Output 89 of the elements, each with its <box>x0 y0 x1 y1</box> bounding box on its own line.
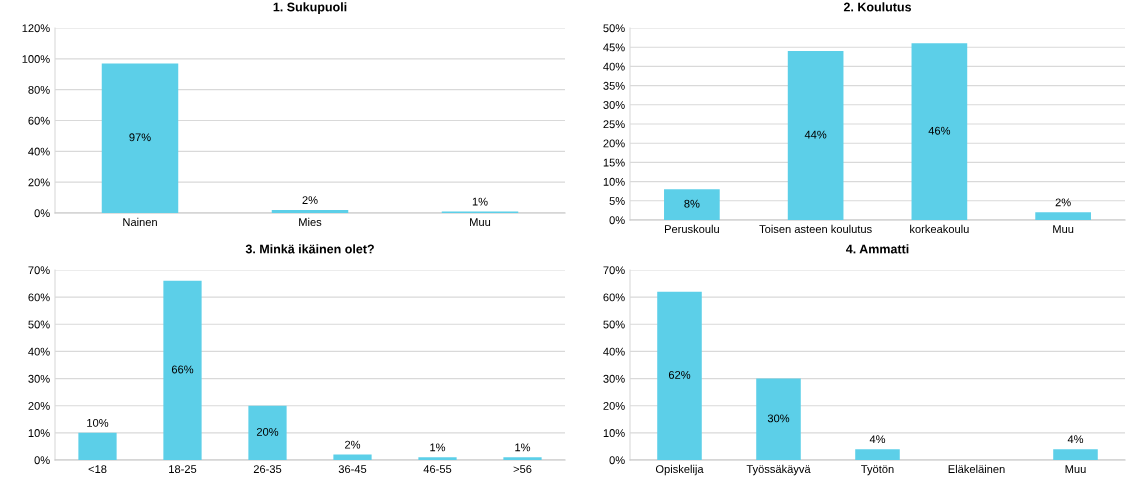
data-label: 2% <box>302 196 318 204</box>
chart-title: 3. Minkä ikäinen olet? <box>245 244 374 254</box>
y-tick-label: 100% <box>22 55 50 63</box>
x-tick-label: Työtön <box>861 465 894 476</box>
x-tick-label: Muu <box>470 218 491 227</box>
bar <box>503 457 542 460</box>
data-label: 1% <box>430 443 446 452</box>
bar <box>271 209 349 213</box>
y-tick-label: 20% <box>28 178 50 187</box>
x-tick-label: Muu <box>1053 225 1074 234</box>
y-tick-label: 0% <box>34 456 50 465</box>
y-tick-label: 40% <box>603 62 625 71</box>
x-tick-label: Työssäkäyvä <box>746 464 811 476</box>
bar <box>333 454 372 460</box>
data-label: 10% <box>87 418 109 427</box>
y-tick-label: 50% <box>603 320 625 329</box>
data-label: 20% <box>256 427 279 436</box>
bar <box>163 280 202 460</box>
y-tick-label: 50% <box>28 320 50 329</box>
data-label: 2% <box>345 440 361 449</box>
bar <box>101 63 179 213</box>
x-tick-label: Eläkeläinen <box>948 464 1005 474</box>
data-label: 44% <box>804 130 827 139</box>
data-label: 4% <box>1067 435 1084 444</box>
data-label: 2% <box>1055 198 1071 207</box>
y-tick-label: 35% <box>603 81 625 90</box>
data-label: 97% <box>129 133 151 142</box>
y-tick-label: 50% <box>603 24 625 33</box>
bar <box>787 51 844 220</box>
bar <box>657 291 702 460</box>
y-tick-label: 5% <box>609 197 625 205</box>
bar <box>855 449 900 460</box>
y-tick-label: 10% <box>603 177 625 186</box>
data-label: 1% <box>515 443 531 452</box>
chart-title: 2. Koulutus <box>843 2 912 12</box>
data-label: 46% <box>928 126 951 135</box>
bar <box>1035 212 1091 220</box>
y-tick-label: 20% <box>603 139 625 148</box>
y-tick-label: 0% <box>609 216 625 225</box>
y-tick-label: 40% <box>28 347 50 356</box>
data-label: 4% <box>869 435 886 444</box>
chart-title: 4. Ammatti <box>845 244 909 254</box>
chart-title: 1. Sukupuoli <box>273 2 347 14</box>
y-tick-label: 30% <box>28 374 50 383</box>
bar <box>756 378 801 460</box>
y-tick-label: 10% <box>28 429 50 437</box>
y-tick-label: 30% <box>603 101 625 109</box>
y-tick-label: 80% <box>28 85 50 94</box>
y-tick-label: 70% <box>28 266 50 275</box>
bar <box>911 43 968 220</box>
x-tick-label: Opiskelija <box>655 464 704 476</box>
x-tick-label: korkeakoulu <box>910 224 969 234</box>
bar <box>1053 449 1098 460</box>
x-tick-label: Muu <box>1065 465 1086 474</box>
x-tick-label: Nainen <box>123 217 157 227</box>
bar <box>418 457 457 460</box>
x-tick-label: Peruskoulu <box>664 224 719 234</box>
y-tick-label: 20% <box>28 401 50 410</box>
y-tick-label: 70% <box>603 266 625 275</box>
y-tick-label: 45% <box>603 43 625 52</box>
y-tick-label: 30% <box>603 374 625 383</box>
y-tick-label: 25% <box>603 120 625 129</box>
y-tick-label: 60% <box>28 116 50 125</box>
data-label: 30% <box>767 414 790 423</box>
x-tick-label: >56 <box>513 465 532 474</box>
x-tick-label: 46-55 <box>423 465 452 474</box>
data-label: 62% <box>668 370 691 379</box>
y-tick-label: 15% <box>603 158 625 167</box>
data-label: 8% <box>684 199 700 208</box>
y-tick-label: 120% <box>22 24 50 33</box>
x-tick-label: 36-45 <box>338 465 367 474</box>
x-tick-label: <18 <box>88 465 107 474</box>
x-tick-label: 18-25 <box>169 465 197 474</box>
x-tick-label: Mies <box>299 217 322 227</box>
y-tick-label: 40% <box>28 147 50 156</box>
y-tick-label: 10% <box>603 429 625 437</box>
x-tick-label: 26-35 <box>253 465 282 474</box>
y-tick-label: 60% <box>603 293 625 302</box>
data-label: 1% <box>472 197 488 206</box>
y-tick-label: 0% <box>34 209 50 218</box>
y-tick-label: 60% <box>28 293 50 302</box>
bar <box>78 432 117 460</box>
x-tick-label: Toisen asteen koulutus <box>759 224 872 234</box>
bar <box>664 189 720 220</box>
y-tick-label: 0% <box>609 456 625 465</box>
data-label: 66% <box>171 365 194 374</box>
y-tick-label: 20% <box>603 401 625 410</box>
y-tick-label: 40% <box>603 347 625 356</box>
bar <box>248 405 287 460</box>
